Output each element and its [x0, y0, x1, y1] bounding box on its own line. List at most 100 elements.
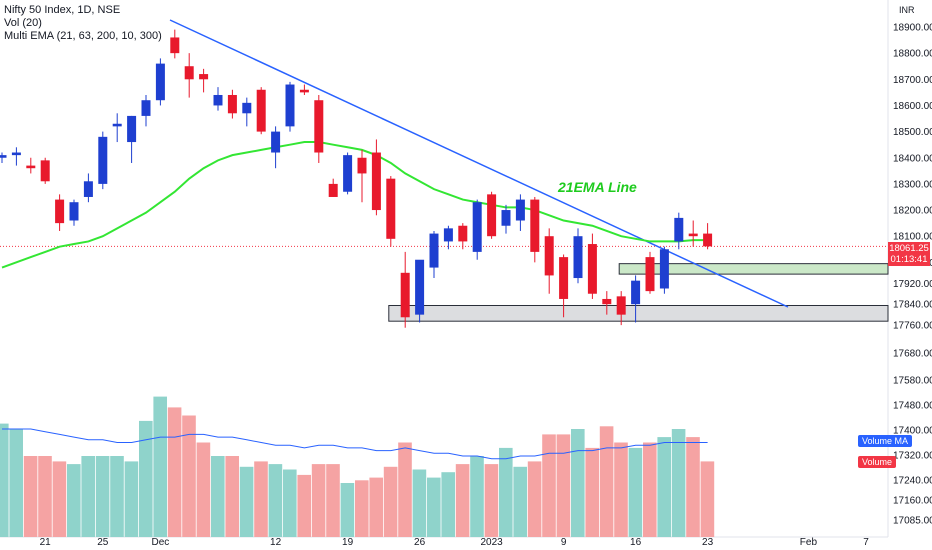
candle: [573, 228, 583, 284]
volume-bar: [283, 469, 297, 537]
candle-body: [573, 236, 583, 279]
candle-body: [559, 257, 569, 299]
candle: [688, 220, 698, 247]
volume-bar: [311, 464, 326, 537]
candle-body: [328, 183, 338, 197]
x-tick-label: 21: [40, 537, 52, 548]
candle: [271, 126, 281, 169]
candle: [659, 246, 669, 294]
candle-body: [285, 84, 295, 127]
candle: [386, 176, 396, 247]
candle: [501, 204, 511, 234]
candle-body: [184, 66, 194, 80]
candle-body: [645, 257, 655, 292]
current-price: 18061.25: [889, 243, 929, 254]
volume-bar: [427, 477, 441, 537]
x-tick-label: 12: [270, 537, 282, 548]
candle: [127, 115, 137, 163]
y-tick-label: 17320.00: [893, 451, 932, 462]
candle: [472, 199, 482, 260]
candle-body: [371, 152, 381, 211]
candle: [371, 139, 381, 216]
volume-bar: [81, 456, 95, 537]
y-tick-label: 18700.00: [893, 75, 932, 86]
volume-bar: [628, 447, 643, 537]
x-tick-label: 26: [414, 537, 426, 548]
candle-body: [530, 199, 540, 252]
volume-bar: [614, 442, 628, 537]
y-tick-label: 18400.00: [893, 153, 932, 164]
candle-body: [213, 94, 223, 106]
y-tick-label: 17920.00: [893, 279, 932, 290]
candle: [227, 89, 237, 119]
candle-body: [688, 233, 698, 237]
candle-body: [242, 102, 252, 114]
volume-ma-tag: Volume MA: [858, 435, 913, 447]
candle: [645, 251, 655, 294]
candle: [559, 254, 569, 318]
x-tick-label: 7: [863, 537, 869, 548]
candle: [616, 291, 626, 326]
candle-body: [141, 100, 151, 116]
volume-bar: [211, 456, 225, 537]
candle-body: [170, 37, 180, 54]
symbol-label[interactable]: Nifty 50 Index, 1D, NSE: [4, 4, 121, 16]
candle: [55, 194, 65, 231]
y-tick-label: 18300.00: [893, 179, 932, 190]
candle: [242, 97, 252, 127]
candle-body: [112, 123, 122, 127]
candle-body: [357, 157, 367, 174]
candle-body: [314, 100, 324, 153]
candle-body: [155, 63, 165, 101]
candle-body: [83, 181, 93, 197]
candle-body: [55, 199, 65, 224]
descending-trendline: [169, 19, 789, 308]
candle-body: [501, 210, 511, 226]
y-tick-label: 17580.00: [893, 376, 932, 387]
y-tick-label: 17400.00: [893, 426, 932, 437]
candle-body: [386, 178, 396, 239]
current-price-tag: 18061.25 01:13:41: [888, 242, 930, 266]
candle-body: [299, 89, 309, 93]
volume-bar: [167, 407, 182, 537]
candle: [703, 223, 713, 250]
x-tick-label: Feb: [800, 537, 818, 548]
candle-body: [40, 160, 50, 182]
volume-bar: [153, 396, 167, 537]
candle: [429, 230, 439, 279]
candle: [602, 291, 612, 315]
volume-bar: [225, 456, 239, 537]
candle: [155, 58, 165, 106]
candle-body: [227, 94, 237, 114]
volume-indicator-label[interactable]: Vol (20): [4, 17, 42, 29]
volume-bar: [513, 466, 527, 537]
y-tick-label: 18500.00: [893, 127, 932, 138]
volume-bar: [196, 442, 211, 537]
volume-bar: [95, 456, 110, 537]
candle-body: [127, 115, 137, 143]
candle: [112, 113, 122, 143]
candle-body: [343, 155, 353, 192]
candle-body: [199, 74, 209, 80]
y-tick-label: 18600.00: [893, 101, 932, 112]
volume-bar: [340, 483, 355, 537]
volume-bar: [268, 464, 283, 537]
y-tick-label: 17760.00: [893, 321, 932, 332]
bar-countdown: 01:13:41: [890, 254, 928, 265]
x-tick-label: Dec: [152, 537, 170, 548]
candle-body: [602, 298, 612, 305]
volume-bar: [0, 423, 9, 537]
volume-bar: [470, 456, 484, 537]
candle-body: [659, 249, 669, 289]
candle: [487, 191, 497, 239]
candle: [587, 233, 597, 299]
volume-bar: [599, 426, 614, 537]
volume-bar: [297, 474, 311, 537]
volume-bar: [455, 464, 470, 537]
y-tick-label: 18900.00: [893, 23, 932, 34]
candle-body: [587, 244, 597, 294]
ema-indicator-label[interactable]: Multi EMA (21, 63, 200, 10, 300): [4, 30, 162, 42]
candle: [83, 173, 93, 203]
volume-bar: [441, 472, 455, 537]
